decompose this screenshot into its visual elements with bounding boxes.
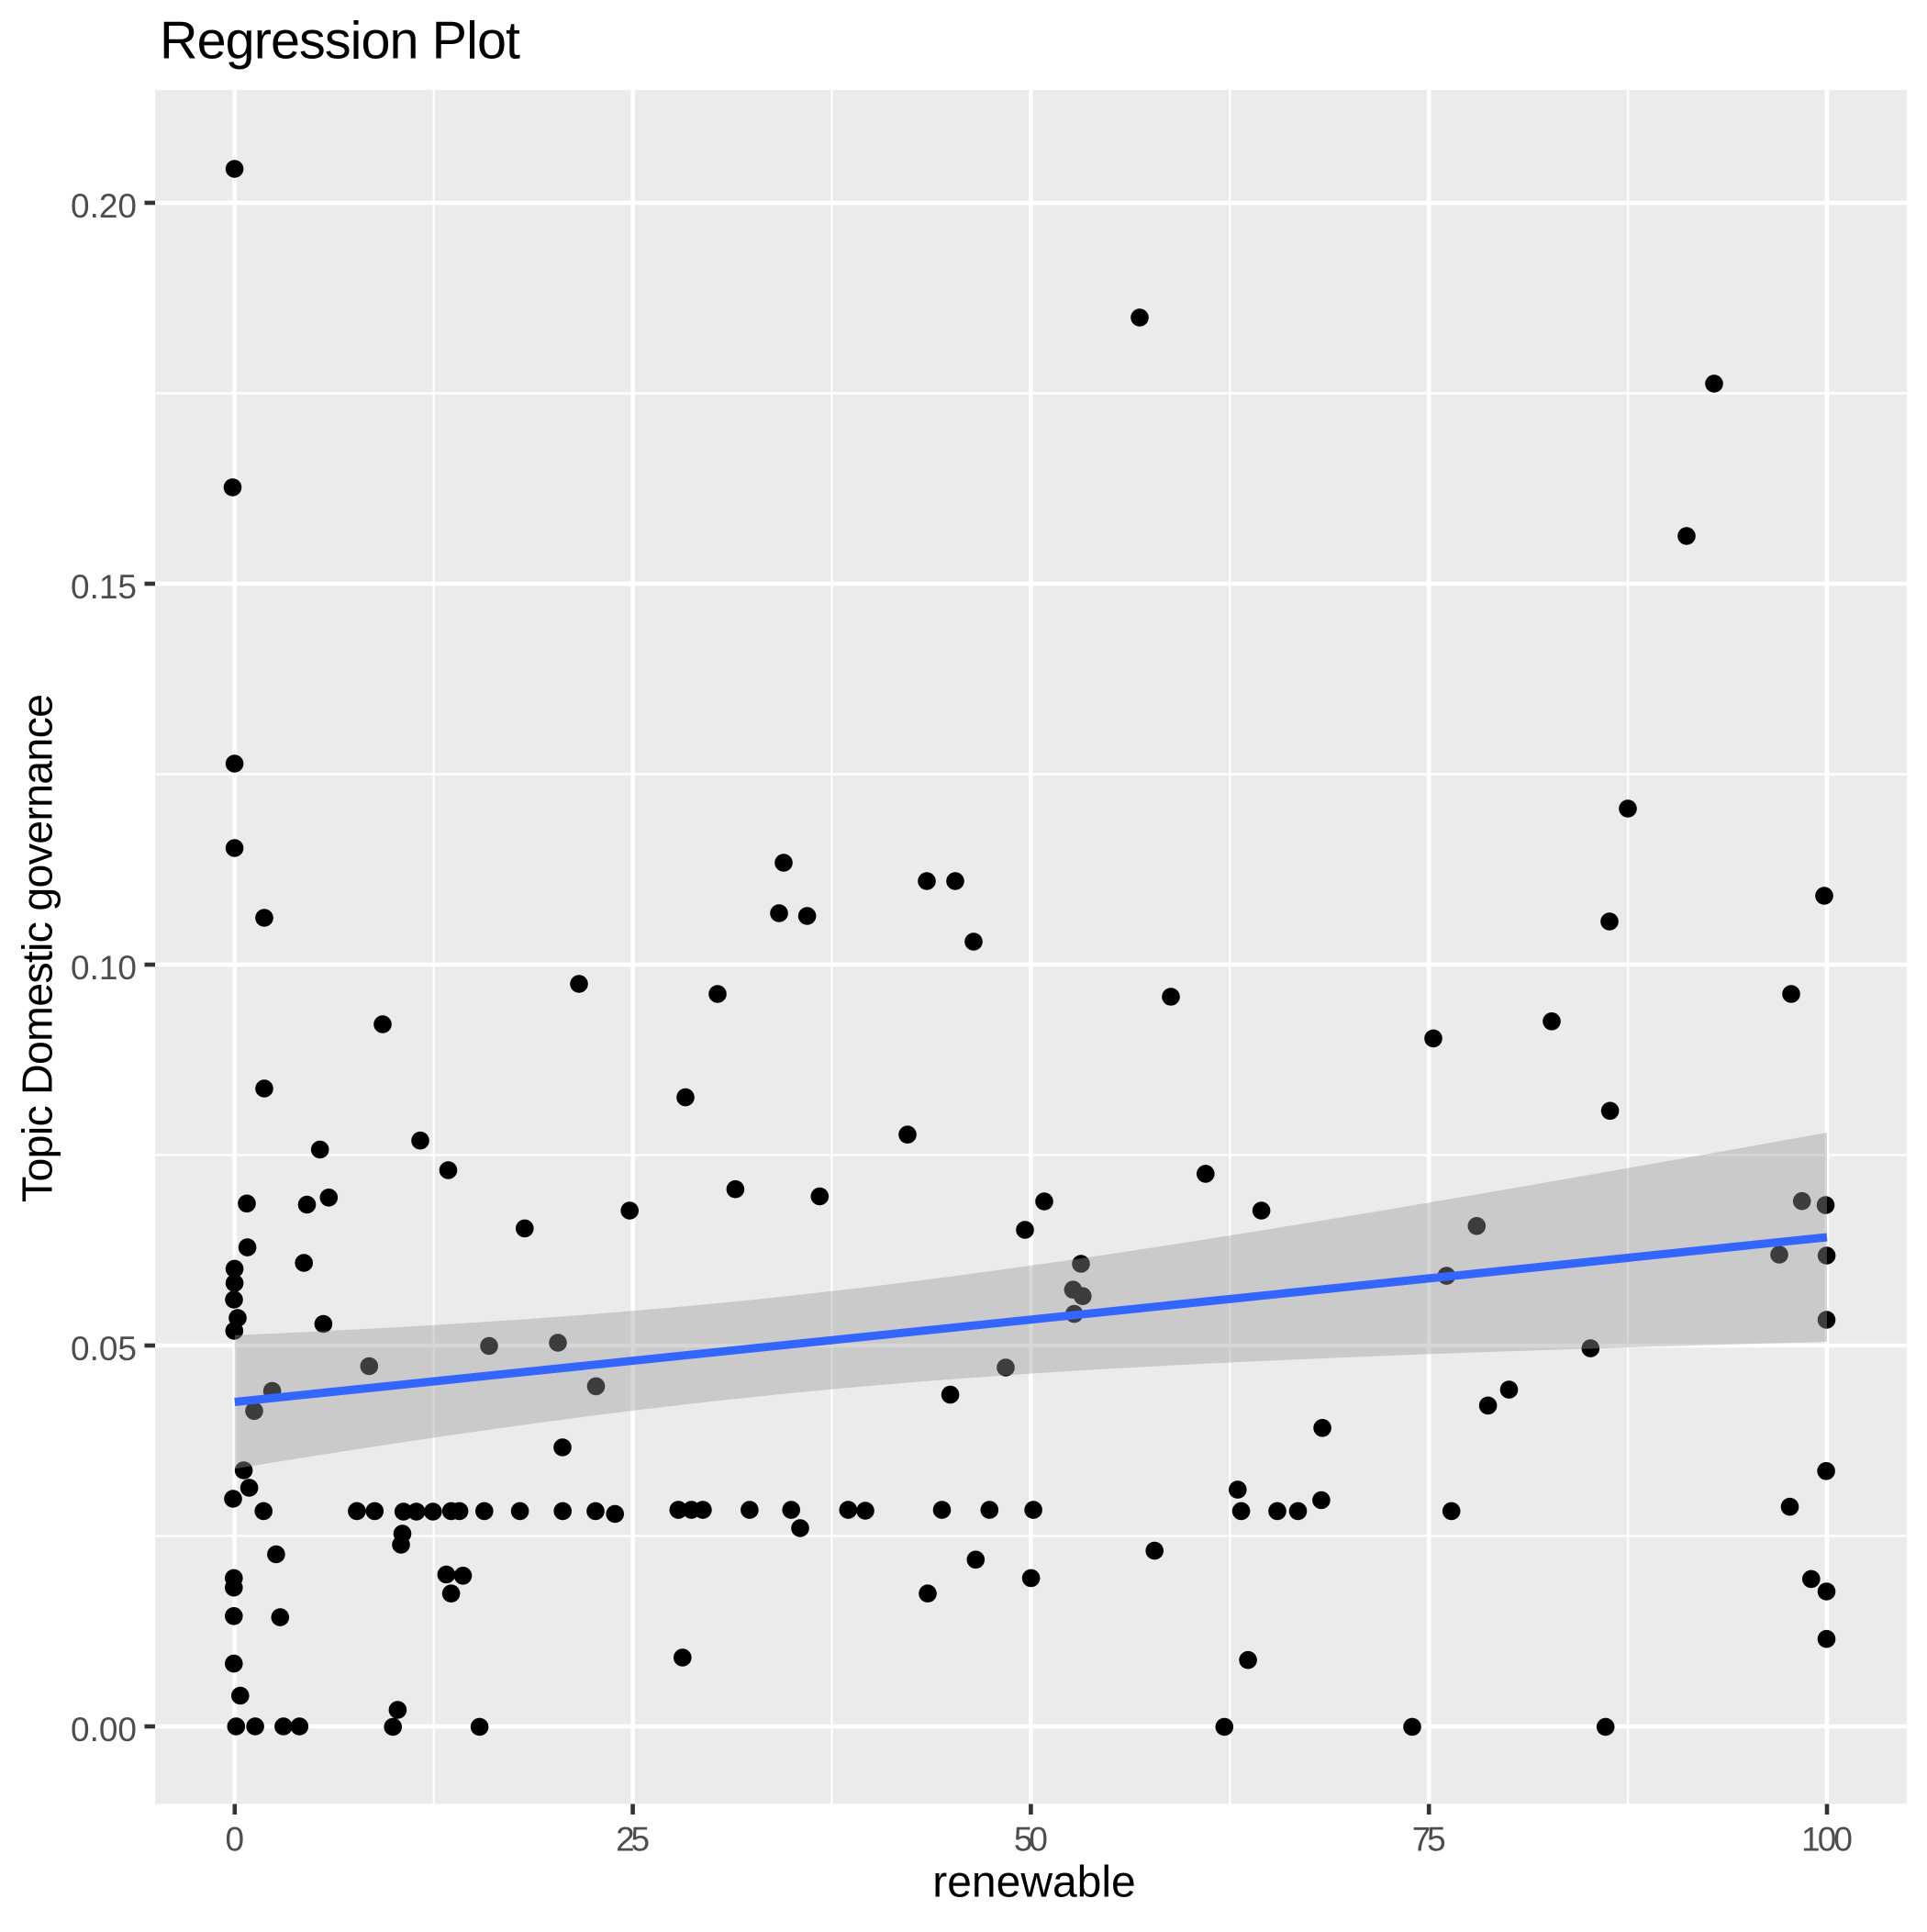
svg-text:0: 0 bbox=[226, 1821, 245, 1859]
svg-text:75: 75 bbox=[1412, 1821, 1446, 1859]
svg-text:50: 50 bbox=[1014, 1821, 1048, 1859]
svg-text:0.15: 0.15 bbox=[71, 568, 137, 606]
svg-text:0.05: 0.05 bbox=[71, 1330, 137, 1368]
svg-text:0.20: 0.20 bbox=[71, 187, 137, 225]
svg-text:Regression Plot: Regression Plot bbox=[160, 12, 520, 71]
svg-text:100: 100 bbox=[1801, 1821, 1853, 1859]
svg-text:Topic Domestic governance: Topic Domestic governance bbox=[14, 694, 61, 1202]
svg-text:0.10: 0.10 bbox=[71, 949, 137, 987]
svg-text:renewable: renewable bbox=[932, 1859, 1135, 1907]
svg-text:25: 25 bbox=[616, 1821, 650, 1859]
svg-text:0.00: 0.00 bbox=[71, 1711, 137, 1748]
